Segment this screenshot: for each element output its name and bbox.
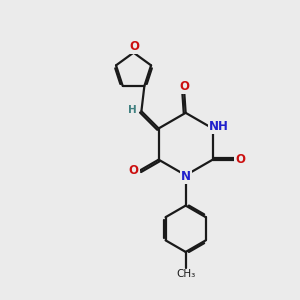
Text: O: O [129, 40, 140, 53]
Text: O: O [179, 80, 189, 93]
Text: N: N [181, 170, 191, 183]
Text: O: O [235, 153, 245, 166]
Text: O: O [129, 164, 139, 177]
Text: NH: NH [209, 121, 229, 134]
Text: H: H [128, 105, 136, 115]
Text: CH₃: CH₃ [176, 268, 195, 279]
